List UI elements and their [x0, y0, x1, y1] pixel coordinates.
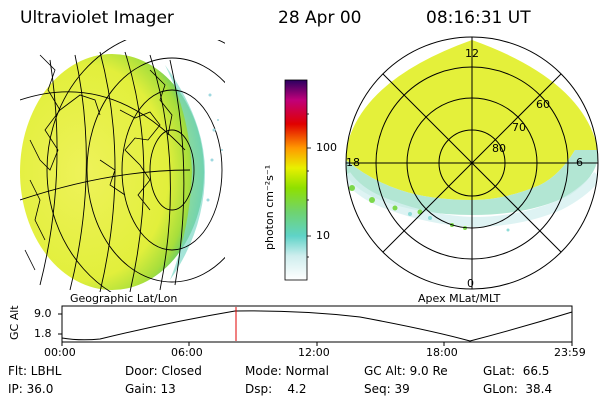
ip-info: IP: 36.0: [8, 382, 54, 396]
mlat-label-80: 80: [492, 142, 506, 155]
colorbar-tick-10: 10: [316, 229, 330, 242]
right-panel-caption: Apex MLat/MLT: [418, 292, 501, 305]
date-label: 28 Apr 00: [278, 8, 362, 28]
colorbar-tick-100: 100: [316, 141, 337, 154]
altitude-curve: [61, 310, 573, 342]
altitude-plot: [58, 305, 573, 346]
mlt-label-6: 6: [576, 156, 583, 169]
left-panel-caption: Geographic Lat/Lon: [70, 292, 178, 305]
mlt-label-18: 18: [346, 156, 360, 169]
altitude-ytick-9: 9.0: [34, 307, 52, 320]
colorbar: [284, 79, 308, 281]
filter-info: Flt: LBHL: [8, 364, 62, 378]
mode-info: Mode: Normal: [245, 364, 329, 378]
glon-info: GLon: 38.4: [483, 382, 553, 396]
aurora-image-left: [20, 54, 204, 290]
altitude-xtick-1800: 18:00: [426, 346, 458, 359]
mlat-label-60: 60: [536, 98, 550, 111]
colorbar-unit-label: photon cm⁻²s⁻¹: [263, 164, 276, 250]
mlt-label-12: 12: [465, 47, 479, 60]
time-label: 08:16:31 UT: [426, 8, 531, 28]
altitude-xtick-0000: 00:00: [44, 346, 76, 359]
altitude-ytick-1.8: 1.8: [34, 327, 52, 340]
dsp-info: Dsp: 4.2: [245, 382, 307, 396]
glat-info: GLat: 66.5: [483, 364, 550, 378]
altitude-xtick-1200: 12:00: [298, 346, 330, 359]
seq-info: Seq: 39: [364, 382, 410, 396]
gain-info: Gain: 13: [125, 382, 176, 396]
geographic-map: [20, 40, 225, 292]
altitude-xtick-2359: 23:59: [554, 346, 586, 359]
mlat-label-70: 70: [512, 121, 526, 134]
door-info: Door: Closed: [125, 364, 202, 378]
altitude-ylabel: GC Alt: [8, 305, 21, 340]
lat-lon-grid: [20, 40, 225, 292]
mlt-label-0: 0: [467, 277, 474, 290]
altitude-xtick-0600: 06:00: [171, 346, 203, 359]
instrument-title: Ultraviolet Imager: [20, 8, 174, 28]
polar-plot: [345, 36, 599, 290]
coastline: [99, 109, 161, 211]
gc-alt-info: GC Alt: 9.0 Re: [364, 364, 448, 378]
